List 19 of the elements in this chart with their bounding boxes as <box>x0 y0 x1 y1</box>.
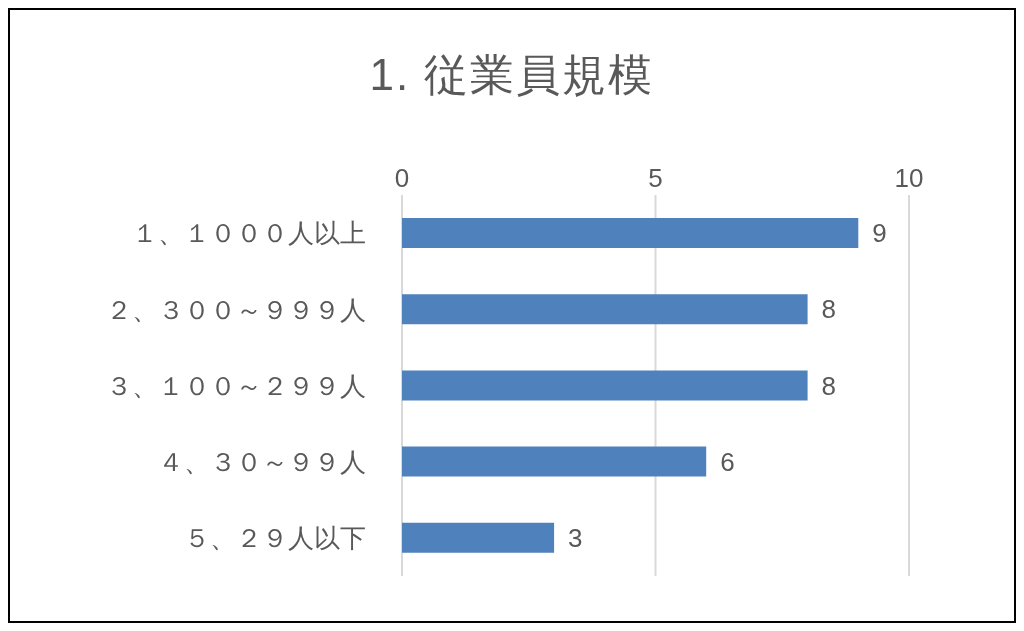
data-label: 6 <box>720 446 735 477</box>
x-tick-label: 0 <box>394 163 410 193</box>
x-tick-label: 10 <box>894 163 924 193</box>
data-label: 9 <box>872 218 887 249</box>
x-tick-label: 5 <box>648 163 663 193</box>
data-label: 8 <box>821 370 837 401</box>
y-tick-label: ３、１００～２９９人 <box>106 370 366 401</box>
y-tick-label: １、１０００人以上 <box>132 218 366 249</box>
y-tick-label: ４、３０～９９人 <box>158 446 366 477</box>
bar <box>402 446 707 477</box>
data-label: 8 <box>821 294 837 325</box>
data-label: 3 <box>568 523 583 554</box>
bar <box>402 370 808 401</box>
bar <box>402 522 555 553</box>
y-tick-label: ２、３００～９９９人 <box>106 294 366 325</box>
bar <box>402 218 859 248</box>
y-tick-label: ５、２９人以下 <box>184 523 366 554</box>
bar <box>402 294 808 325</box>
chart-title: 1. 従業員規模 <box>368 49 656 101</box>
